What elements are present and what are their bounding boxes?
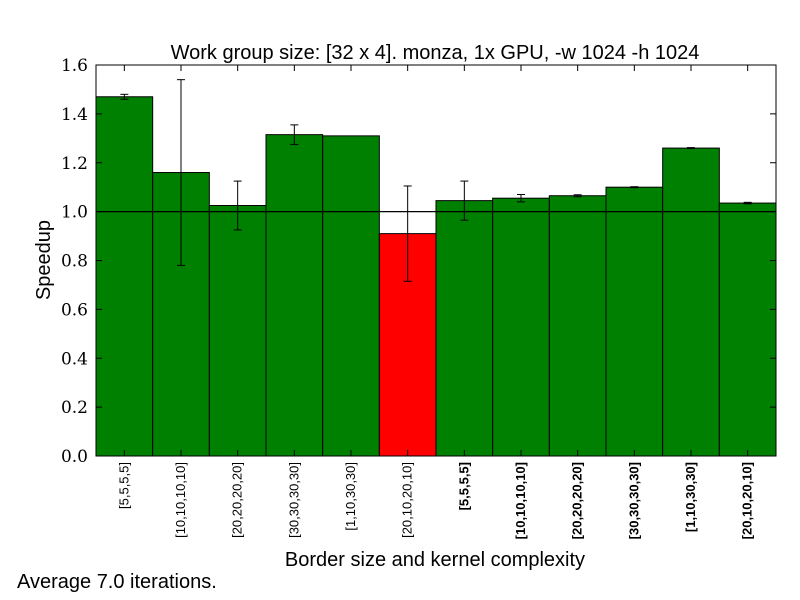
x-axis-label: Border size and kernel complexity <box>285 549 585 571</box>
y-axis-label: Speedup <box>33 220 55 300</box>
bar-7 <box>435 200 494 457</box>
ytick-label-1: 0.2 <box>61 398 88 418</box>
xtick-label-9: [30,30,30,30] <box>626 462 641 539</box>
bar-12 <box>718 202 777 457</box>
xtick-label-5: [20,10,20,10] <box>400 462 415 538</box>
xtick-label-0: [5,5,5,5] <box>116 462 131 509</box>
bar-8 <box>492 197 550 457</box>
ytick-label-6: 1.2 <box>61 154 88 174</box>
ytick-label-8: 1.6 <box>61 56 88 76</box>
ytick-label-7: 1.4 <box>61 105 88 125</box>
xtick-label-3: [30,30,30,30] <box>286 462 301 538</box>
ytick-label-5: 1.0 <box>61 203 88 223</box>
plot-area: 0.0 0.2 0.4 0.6 0.8 1.0 1.2 1.4 1.6 [5,5,5,5] [10,… <box>61 56 777 539</box>
xtick-label-8: [20,20,20,20] <box>570 462 585 539</box>
xtick-label-6: [5,5,5,5] <box>456 462 471 510</box>
chart-title: Work group size: [32 x 4]. monza, 1x GPU… <box>171 42 700 64</box>
ytick-label-2: 0.4 <box>61 349 88 369</box>
bar-11 <box>662 147 720 457</box>
xtick-label-10: [1,10,30,30] <box>683 462 698 532</box>
xtick-label-2: [20,20,20,20] <box>230 462 245 538</box>
ytick-label-0: 0.0 <box>61 447 88 467</box>
ytick-label-3: 0.6 <box>61 300 88 320</box>
bar-5 <box>322 135 380 457</box>
bar-3 <box>208 205 267 457</box>
xtick-label-1: [10,10,10,10] <box>173 462 188 538</box>
footnote: Average 7.0 iterations. <box>17 571 217 593</box>
ytick-label-4: 0.8 <box>61 252 88 272</box>
bar-10 <box>605 186 664 457</box>
xtick-label-11: [20,10,20,10] <box>740 462 755 539</box>
xtick-label-4: [1,10,30,30] <box>343 462 358 531</box>
bar-4 <box>265 134 324 457</box>
bar-1 <box>95 96 154 457</box>
xtick-label-7: [10,10,10,10] <box>513 462 528 539</box>
bar-9 <box>548 195 607 457</box>
